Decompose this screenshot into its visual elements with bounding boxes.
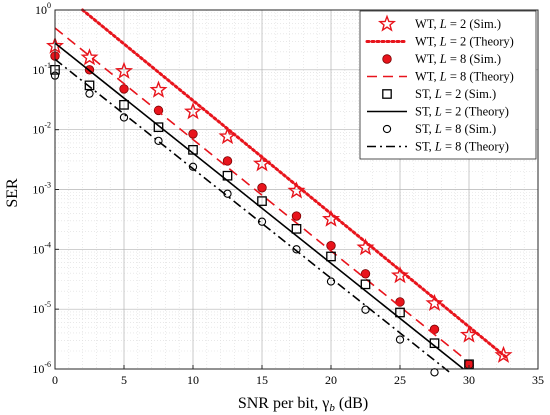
legend-label: WT, L = 8 (Theory) bbox=[415, 70, 514, 84]
x-tick-label: 15 bbox=[256, 373, 268, 387]
data-point bbox=[430, 368, 439, 377]
data-point bbox=[222, 156, 233, 166]
legend-item: WT, L = 2 (Sim.) bbox=[377, 14, 501, 32]
legend-item: ST, L = 2 (Sim.) bbox=[382, 87, 496, 101]
x-axis-label: SNR per bit, γb (dB) bbox=[238, 395, 368, 414]
data-point bbox=[395, 307, 405, 318]
y-tick-label: 10-6 bbox=[32, 360, 51, 376]
data-point bbox=[291, 223, 302, 234]
legend-item: WT, L = 2 (Theory) bbox=[365, 35, 514, 49]
data-point bbox=[119, 99, 129, 110]
data-point bbox=[154, 136, 163, 146]
data-point bbox=[326, 251, 336, 262]
x-axis-label-sub: b bbox=[329, 402, 335, 414]
x-tick-label: 20 bbox=[325, 373, 337, 387]
data-point bbox=[257, 183, 267, 193]
x-axis-label-unit: (dB) bbox=[335, 395, 368, 412]
legend-label: WT, L = 2 (Theory) bbox=[415, 35, 514, 49]
y-tick-label: 100 bbox=[35, 1, 51, 17]
legend-marker bbox=[382, 124, 392, 134]
legend-item: WT, L = 8 (Sim.) bbox=[382, 52, 501, 66]
legend-label: ST, L = 8 (Sim.) bbox=[415, 122, 496, 136]
data-point bbox=[292, 245, 301, 254]
y-tick-label: 10-1 bbox=[32, 61, 51, 77]
data-point bbox=[119, 84, 129, 94]
series-6 bbox=[54, 42, 464, 370]
y-axis-label: SER bbox=[4, 178, 21, 208]
legend-label: WT, L = 2 (Sim.) bbox=[415, 17, 501, 31]
legend: WT, L = 2 (Sim.) WT, L = 2 (Theory) WT, L … bbox=[359, 10, 537, 160]
legend-label: ST, L = 8 (Theory) bbox=[415, 140, 509, 154]
data-point bbox=[153, 122, 164, 133]
data-point bbox=[85, 89, 94, 98]
x-axis-label-main: SNR per bit, γ bbox=[238, 395, 330, 412]
series-line bbox=[54, 42, 464, 370]
legend-item: ST, L = 2 (Theory) bbox=[367, 105, 509, 119]
series-4 bbox=[54, 27, 478, 370]
data-point bbox=[360, 269, 371, 279]
legend-label: ST, L = 2 (Theory) bbox=[415, 105, 509, 119]
series-2 bbox=[81, 8, 510, 360]
legend-marker bbox=[382, 89, 392, 99]
x-tick-label: 10 bbox=[187, 373, 199, 387]
legend-box bbox=[359, 10, 537, 160]
data-point bbox=[494, 345, 513, 363]
data-point bbox=[257, 196, 267, 206]
y-tick-label: 10-5 bbox=[32, 300, 51, 316]
x-tick-label: 0 bbox=[52, 373, 58, 387]
data-point bbox=[257, 217, 267, 226]
series-line bbox=[81, 8, 510, 360]
series-8 bbox=[54, 58, 451, 373]
x-tick-label: 35 bbox=[532, 373, 544, 387]
data-point bbox=[291, 211, 302, 221]
y-tick-label: 10-4 bbox=[32, 240, 51, 256]
ticks: 0 5 10 15 20 25 30 35 100 10-1 10-2 10-3 10-4 10-5 10-… bbox=[32, 1, 544, 387]
legend-item: ST, L = 8 (Sim.) bbox=[382, 122, 496, 136]
data-point bbox=[114, 61, 134, 79]
y-tick-label: 10-3 bbox=[32, 181, 51, 197]
data-point bbox=[149, 80, 168, 98]
legend-item: WT, L = 8 (Theory) bbox=[367, 70, 514, 84]
series-line bbox=[54, 58, 451, 373]
data-point bbox=[395, 335, 405, 344]
x-tick-label: 25 bbox=[394, 373, 406, 387]
data-point bbox=[80, 48, 99, 66]
legend-label: WT, L = 8 (Sim.) bbox=[415, 52, 501, 66]
data-point bbox=[326, 241, 336, 251]
x-tick-label: 5 bbox=[121, 373, 127, 387]
data-point bbox=[361, 305, 370, 314]
data-point bbox=[183, 102, 203, 120]
legend-label: ST, L = 2 (Sim.) bbox=[415, 87, 496, 101]
legend-item: ST, L = 8 (Theory) bbox=[367, 140, 509, 154]
y-tick-label: 10-2 bbox=[32, 121, 51, 137]
legend-marker bbox=[377, 14, 397, 32]
legend-marker bbox=[382, 54, 392, 64]
data-point bbox=[84, 80, 95, 91]
data-point bbox=[326, 277, 336, 286]
series-line bbox=[54, 27, 478, 370]
x-tick-label: 30 bbox=[463, 373, 475, 387]
data-point bbox=[119, 113, 129, 122]
data-point bbox=[188, 129, 198, 139]
data-point bbox=[218, 126, 237, 145]
data-point bbox=[360, 279, 371, 290]
